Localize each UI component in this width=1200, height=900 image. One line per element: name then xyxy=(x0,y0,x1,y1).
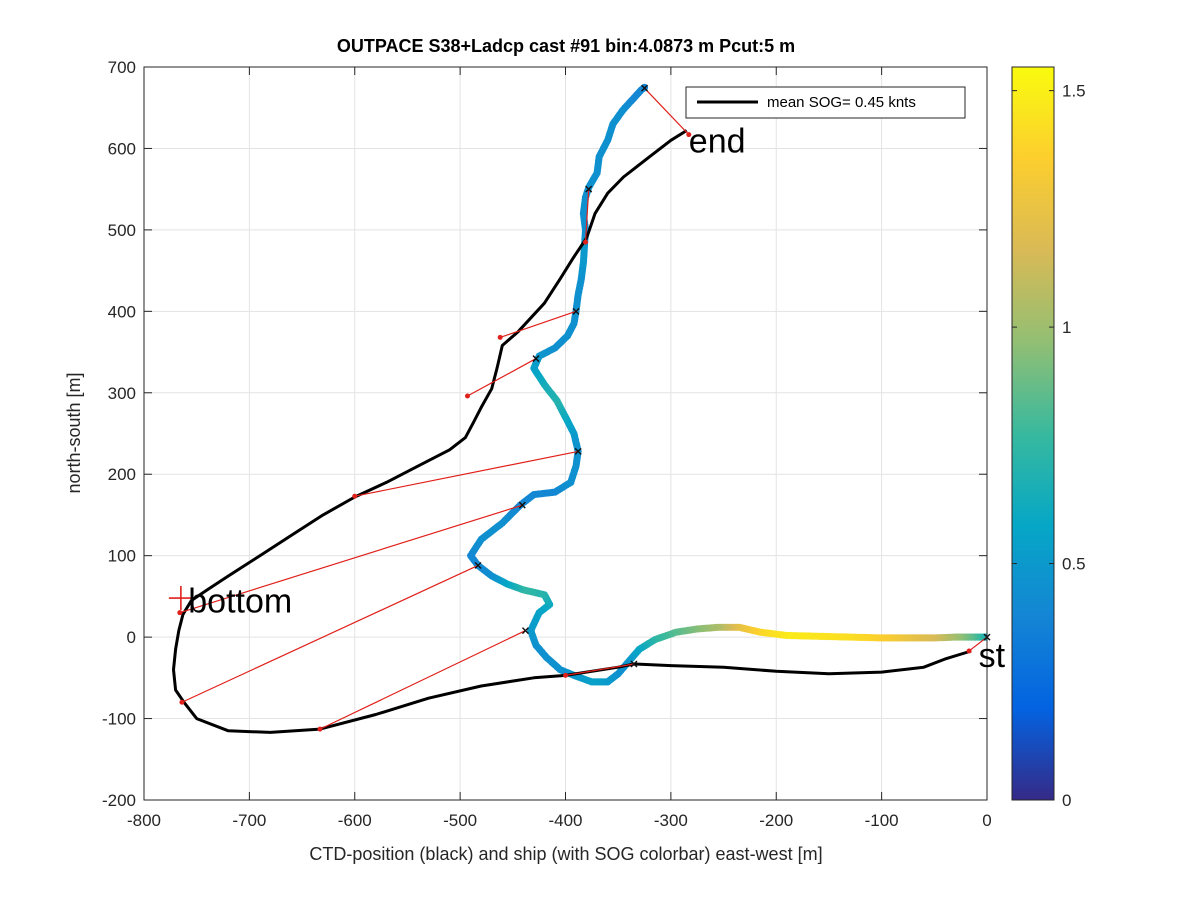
connector-line xyxy=(467,358,537,397)
colorbar-ticks: 0 0.5 1 1.5 xyxy=(1012,82,1086,810)
connector-line xyxy=(354,450,579,497)
legend: mean SOG= 0.45 knts xyxy=(685,86,966,119)
ship-marker xyxy=(532,355,540,363)
connector-line xyxy=(319,630,526,730)
bottom-marker xyxy=(168,586,193,611)
plot-frame xyxy=(143,66,988,801)
y-tick-label: 200 xyxy=(108,465,136,484)
legend-box xyxy=(685,86,966,119)
ctd-marker xyxy=(563,672,568,678)
x-tick-label: -500 xyxy=(443,811,477,830)
colorbar-tick-label: 1 xyxy=(1062,318,1071,337)
x-tick-label: 0 xyxy=(982,811,991,830)
ctd-marker xyxy=(352,493,358,499)
x-tick-label: -200 xyxy=(759,811,793,830)
legend-label: mean SOG= 0.45 knts xyxy=(767,94,916,111)
y-tick-label: 700 xyxy=(108,58,136,77)
y-tick-label: 400 xyxy=(108,302,136,321)
connector-lines xyxy=(179,87,988,730)
y-tick-label: 0 xyxy=(127,628,136,647)
y-tick-label: 300 xyxy=(108,384,136,403)
annotations: end bottom start xyxy=(188,122,1046,675)
connector-line xyxy=(565,663,635,676)
ship-marker xyxy=(641,84,649,92)
ship-marker xyxy=(630,660,638,668)
connector-line xyxy=(584,189,590,243)
colorbar-scale xyxy=(1011,66,1055,801)
ctd-marker xyxy=(317,726,323,732)
colorbar-tick-label: 0 xyxy=(1062,791,1071,810)
y-axis-ticks: -200 -100 0 100 200 300 400 500 600 700 xyxy=(102,58,987,810)
x-axis-label: CTD-position (black) and ship (with SOG … xyxy=(309,844,822,864)
position-markers xyxy=(168,84,991,732)
ctd-marker xyxy=(966,648,972,654)
ctd-marker xyxy=(497,334,503,340)
x-tick-label: -600 xyxy=(338,811,372,830)
annotation-label: start xyxy=(979,637,1046,675)
y-tick-label: -100 xyxy=(102,710,136,729)
ctd-marker xyxy=(465,393,471,399)
ship-marker xyxy=(521,627,529,635)
x-tick-label: -700 xyxy=(232,811,266,830)
y-tick-label: -200 xyxy=(102,791,136,810)
colorbar-tick-label: 1.5 xyxy=(1062,82,1086,101)
ctd-marker xyxy=(583,239,589,245)
ship-marker xyxy=(518,501,526,509)
x-tick-label: -400 xyxy=(548,811,582,830)
x-tick-label: -800 xyxy=(127,811,161,830)
ship-marker xyxy=(572,307,580,315)
ship-marker xyxy=(474,561,482,569)
chart-title: OUTPACE S38+Ladcp cast #91 bin:4.0873 m … xyxy=(337,36,795,56)
y-tick-label: 500 xyxy=(108,221,136,240)
ctd-marker xyxy=(177,610,183,616)
x-tick-label: -300 xyxy=(654,811,688,830)
annotation-label: bottom xyxy=(188,582,292,620)
connector-line xyxy=(181,564,479,703)
ship-marker xyxy=(574,447,582,455)
x-tick-label: -100 xyxy=(865,811,899,830)
y-tick-label: 100 xyxy=(108,547,136,566)
ctd-marker xyxy=(686,132,692,138)
colorbar: 0 0.5 1 1.5 xyxy=(1011,66,1086,810)
y-tick-label: 600 xyxy=(108,139,136,158)
connector-line xyxy=(179,504,523,614)
ctd-marker xyxy=(179,699,185,705)
ship-marker xyxy=(585,185,593,193)
y-axis-label: north-south [m] xyxy=(64,372,84,493)
colorbar-tick-label: 0.5 xyxy=(1062,555,1086,574)
ship-track xyxy=(467,83,987,686)
connector-line xyxy=(499,310,577,338)
annotation-label: end xyxy=(689,122,746,160)
connector-line xyxy=(644,87,690,136)
